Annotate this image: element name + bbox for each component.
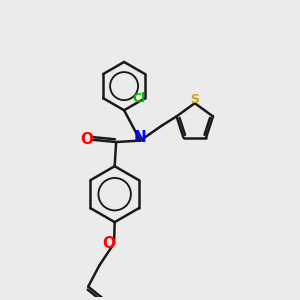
Text: O: O [80, 132, 93, 147]
Text: S: S [190, 93, 199, 106]
Text: O: O [102, 236, 115, 251]
Text: Cl: Cl [132, 92, 145, 105]
Text: N: N [134, 130, 147, 145]
